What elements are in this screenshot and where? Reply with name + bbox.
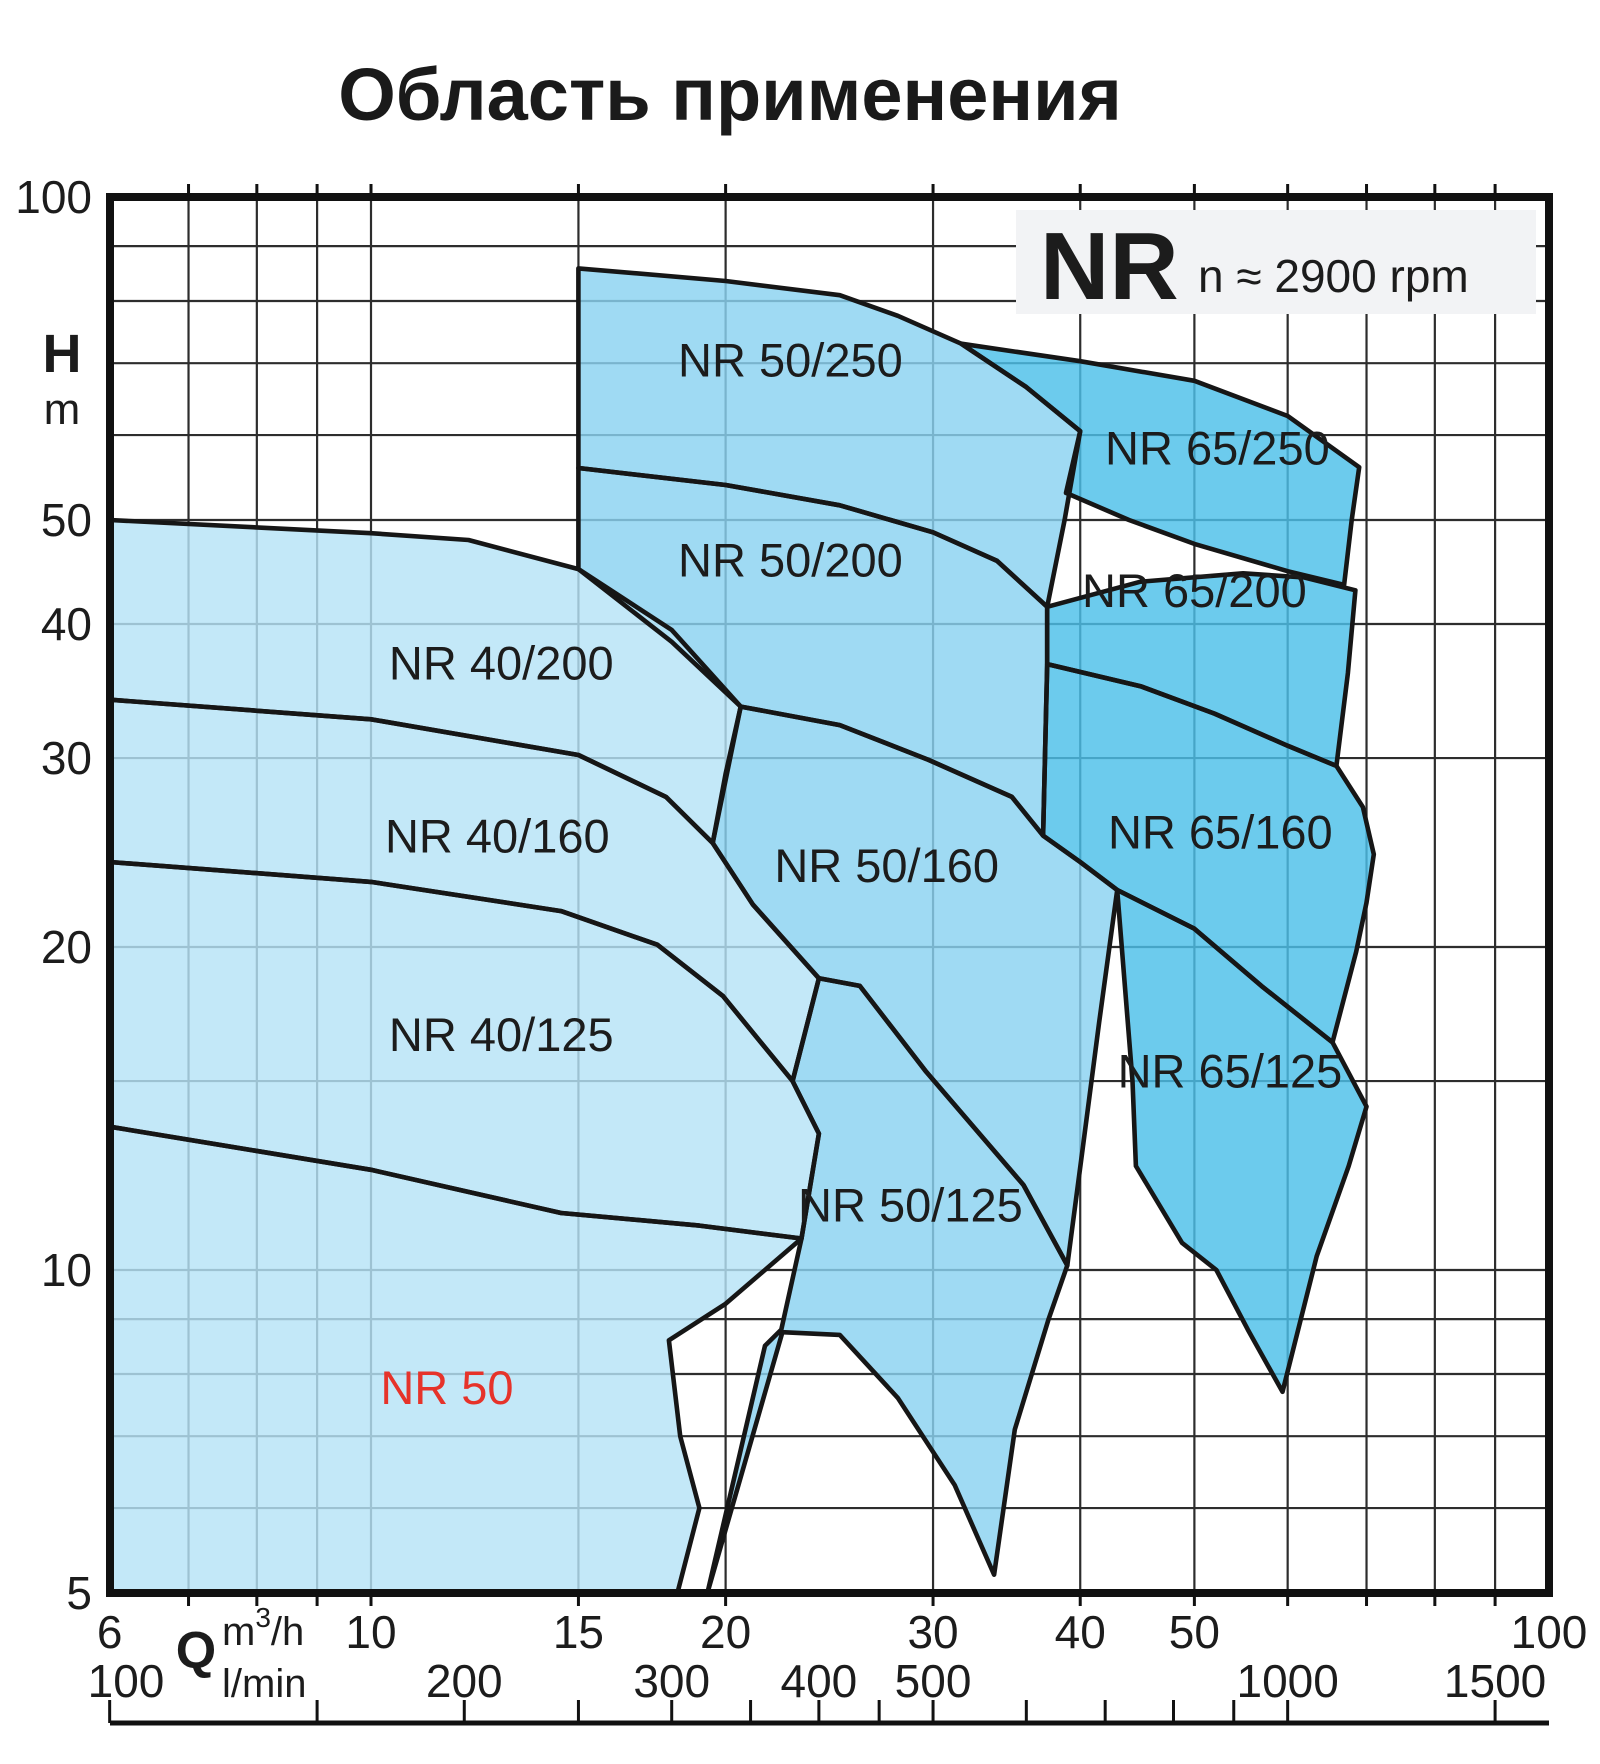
axis-number-layer: 100 50 40 30 20 10 56 10 15 20 30 40 50 100 100 200 300 4…	[15, 171, 1587, 1707]
plot-border	[106, 193, 1553, 1597]
region-nr-65-250	[961, 343, 1360, 585]
legend-speed: n ≈ 2900 rpm	[1198, 250, 1469, 302]
region-label: NR 40/125	[389, 1008, 614, 1061]
region-nr-50-160	[712, 706, 1118, 1266]
region-label: NR 65/160	[1108, 806, 1333, 859]
chart-title: Область применения	[338, 53, 1122, 136]
region-label: NR 40/200	[389, 637, 614, 690]
x-tick-label-lmin-300: 300	[633, 1655, 710, 1707]
region-label: NR 65/125	[1118, 1044, 1343, 1097]
y-tick-label-10: 10	[41, 1244, 92, 1296]
region-label: NR 50/125	[798, 1178, 1023, 1231]
y-tick-label-50: 50	[41, 494, 92, 546]
x-tick-label-m3h-30: 30	[907, 1606, 958, 1658]
region-label: NR 50	[380, 1361, 513, 1414]
y-axis-label: H	[43, 324, 82, 384]
region-nr-65-160	[1043, 664, 1374, 1043]
region-fill-layer	[109, 268, 1374, 1593]
legend-series-name: NR	[1040, 213, 1179, 320]
region-label: NR 50/200	[678, 533, 903, 586]
y-tick-label-30: 30	[41, 732, 92, 784]
x-tick-label-lmin-400: 400	[781, 1655, 858, 1707]
region-nr-40-125	[109, 862, 819, 1239]
region-nr-50-250	[578, 268, 1081, 607]
region-label: NR 65/250	[1105, 422, 1330, 475]
region-label: NR 40/160	[385, 809, 610, 862]
x-tick-label-m3h-40: 40	[1055, 1606, 1106, 1658]
y-axis-unit: m	[44, 385, 81, 434]
x-tick-label-m3h-20: 20	[700, 1606, 751, 1658]
region-border-nr-50-envelope-	[107, 1124, 804, 1596]
region-label: NR 50/250	[678, 334, 903, 387]
y-tick-label-5: 5	[66, 1567, 92, 1619]
x-tick-label-lmin-200: 200	[426, 1655, 503, 1707]
region-nr-50-envelope-	[109, 1126, 802, 1593]
region-border-layer	[107, 266, 1377, 1596]
x-tick-label-lmin-1500: 1500	[1444, 1655, 1546, 1707]
x-tick-label-m3h-15: 15	[553, 1606, 604, 1658]
region-nr-40-200	[109, 520, 741, 843]
y-tick-label-100: 100	[15, 171, 92, 223]
x-tick-label-lmin-500: 500	[895, 1655, 972, 1707]
region-nr-65-125	[1117, 890, 1367, 1392]
region-border-nr-65-125	[1114, 887, 1369, 1395]
x-axis-label: Q	[176, 1622, 216, 1680]
region-nr-65-200	[1047, 573, 1356, 766]
region-label: NR 65/200	[1082, 564, 1307, 617]
region-label: NR 50/160	[774, 839, 999, 892]
region-label-layer: NR 50/250 NR 65/250 NR 50/200 NR 65/200 NR 4…	[380, 334, 1342, 1414]
region-nr-40-160	[109, 699, 819, 1082]
y-tick-label-40: 40	[41, 598, 92, 650]
x-axis-unit-bottom: l/min	[222, 1662, 306, 1706]
region-nr-50-200	[578, 468, 1048, 836]
x-axis-unit-top: m3/h	[222, 1602, 304, 1654]
plot-frame-layer	[106, 184, 1553, 1726]
x-tick-label-m3h-50: 50	[1169, 1606, 1220, 1658]
y-tick-label-20: 20	[41, 921, 92, 973]
x-tick-label-m3h-10: 10	[345, 1606, 396, 1658]
x-tick-label-lmin-1000: 1000	[1236, 1655, 1338, 1707]
legend-box	[1016, 210, 1536, 314]
x-tick-label-lmin-100: 100	[88, 1655, 165, 1707]
x-tick-label-m3h-6: 6	[97, 1606, 123, 1658]
x-tick-label-m3h-100: 100	[1511, 1606, 1588, 1658]
